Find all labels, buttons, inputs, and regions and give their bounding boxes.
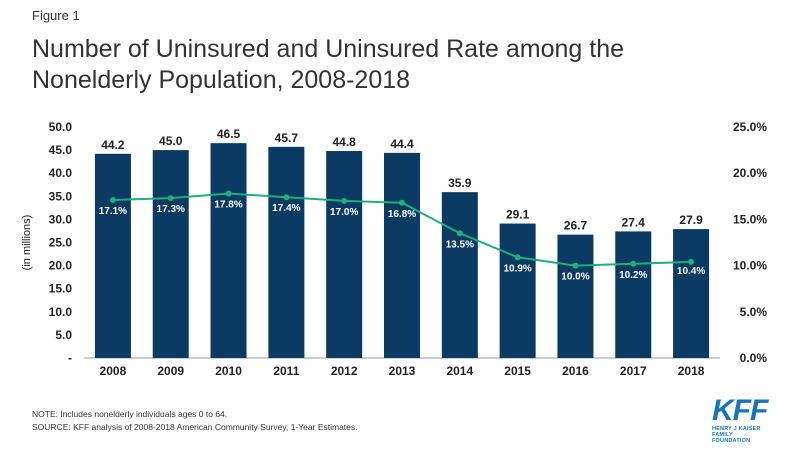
- x-tick-label: 2009: [157, 364, 184, 378]
- bar: [673, 229, 710, 358]
- bar-value-label: 44.2: [101, 138, 125, 152]
- bar-value-label: 44.8: [333, 135, 357, 149]
- bar: [152, 150, 189, 358]
- bar-value-label: 29.1: [506, 208, 530, 222]
- y-tick-label: 30.0: [49, 212, 73, 226]
- bar: [384, 152, 420, 358]
- bar-value-label: 27.4: [622, 215, 646, 229]
- y-tick-label: 35.0: [49, 189, 73, 203]
- y-tick-label: 25.0: [49, 236, 73, 250]
- bar: [326, 151, 363, 358]
- rate-point: [225, 190, 232, 197]
- bar-value-label: 26.7: [564, 219, 588, 233]
- y-tick-label: 10.0: [49, 305, 73, 319]
- rate-value-label: 10.0%: [561, 272, 589, 283]
- bar: [268, 146, 305, 358]
- rate-value-label: 17.4%: [272, 203, 300, 214]
- note-text: NOTE: Includes nonelderly individuals ag…: [32, 409, 228, 419]
- y2-tick-label: 15.0%: [733, 212, 767, 226]
- x-tick-label: 2013: [389, 364, 416, 378]
- y-tick-label: 20.0: [49, 259, 73, 273]
- rate-point: [109, 196, 116, 203]
- rate-point: [341, 197, 348, 204]
- x-tick-label: 2018: [678, 364, 705, 378]
- y-tick-label: 15.0: [49, 282, 73, 296]
- chart-title: Number of Uninsured and Uninsured Rate a…: [32, 35, 625, 94]
- rate-value-label: 13.5%: [446, 239, 474, 250]
- x-tick-label: 2014: [446, 364, 473, 378]
- figure-label: Figure 1: [32, 8, 80, 23]
- y2-tick-label: 25.0%: [733, 120, 767, 134]
- source-text: SOURCE: KFF analysis of 2008-2018 Americ…: [32, 422, 358, 432]
- bar-value-label: 44.4: [390, 137, 414, 151]
- bar: [615, 231, 652, 358]
- bar: [441, 192, 478, 358]
- y2-tick-label: 5.0%: [740, 305, 768, 319]
- x-tick-label: 2012: [331, 364, 358, 378]
- y-tick-label: 40.0: [49, 166, 73, 180]
- combo-chart: - 5.0 10.0 15.0 20.0 25.0 30.0 35.0 40.0 45.0 50.0…: [21, 120, 768, 378]
- bar: [210, 143, 247, 358]
- bar: [557, 234, 594, 358]
- rate-point: [688, 258, 695, 265]
- y-tick-label: -: [68, 351, 72, 365]
- y-tick-label: 5.0: [55, 328, 72, 342]
- rate-point: [630, 260, 637, 267]
- rate-point: [283, 194, 290, 201]
- bar-value-label: 46.5: [217, 127, 241, 141]
- bar-value-label: 45.7: [275, 131, 299, 145]
- rate-point: [399, 199, 405, 206]
- y-axis-title: (in millions): [21, 215, 33, 271]
- rate-value-label: 10.2%: [619, 270, 647, 281]
- rate-value-label: 10.9%: [503, 263, 531, 274]
- x-tick-label: 2015: [504, 364, 531, 378]
- rate-value-label: 17.1%: [99, 206, 127, 217]
- rate-value-label: 16.8%: [388, 209, 416, 220]
- bar-value-label: 27.9: [679, 213, 703, 227]
- rate-point: [514, 254, 521, 261]
- y-tick-label: 50.0: [49, 120, 73, 134]
- rate-value-label: 10.4%: [677, 266, 705, 277]
- bar-value-label: 35.9: [448, 176, 472, 190]
- rate-point: [167, 195, 174, 202]
- bar-value-label: 45.0: [159, 134, 183, 148]
- rate-value-label: 17.8%: [214, 200, 242, 211]
- rate-value-label: 17.0%: [330, 207, 358, 218]
- y2-tick-label: 20.0%: [733, 166, 767, 180]
- rate-point: [572, 262, 579, 269]
- logo-line-1: HENRY J KAISER: [712, 426, 761, 432]
- x-tick-label: 2008: [100, 364, 127, 378]
- x-tick-label: 2016: [562, 364, 589, 378]
- logo-mark: KFF: [712, 394, 768, 427]
- y2-tick-label: 10.0%: [733, 259, 767, 273]
- bar: [499, 223, 536, 358]
- y2-tick-label: 0.0%: [740, 351, 768, 365]
- rate-value-label: 17.3%: [157, 204, 185, 215]
- bar: [94, 153, 131, 358]
- y-tick-label: 45.0: [49, 143, 73, 157]
- footnotes: NOTE: Includes nonelderly individuals ag…: [32, 408, 358, 434]
- x-tick-label: 2011: [273, 364, 299, 378]
- kff-logo: KFF HENRY J KAISER FAMILY FOUNDATION: [712, 394, 772, 445]
- rate-point: [456, 230, 463, 237]
- x-tick-label: 2017: [620, 364, 647, 378]
- logo-line-2: FAMILY FOUNDATION: [712, 432, 751, 444]
- x-tick-label: 2010: [215, 364, 242, 378]
